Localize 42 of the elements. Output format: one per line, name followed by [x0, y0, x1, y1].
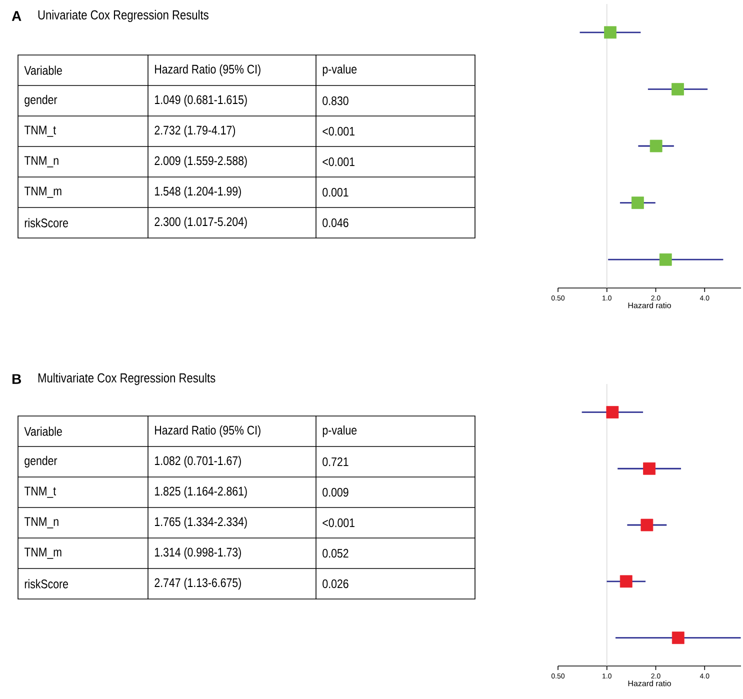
text: 0.721	[322, 457, 348, 466]
text: TNM_m	[24, 548, 62, 559]
text: <0.001	[322, 518, 354, 528]
text: 1.049 (0.681-1.615)	[155, 94, 247, 107]
text: p-value	[322, 64, 357, 76]
x-axis-title: Hazard ratio	[628, 680, 671, 686]
text: Hazard Ratio (95% CI)	[155, 425, 260, 438]
text: Hazard Ratio (95% CI)	[155, 64, 260, 76]
x-axis-title: Hazard ratio	[628, 302, 671, 308]
text: <0.001	[322, 126, 354, 136]
text: 2.732 (1.79-4.17)	[154, 125, 236, 138]
text: <0.001	[322, 157, 354, 166]
text: TNM_t	[24, 126, 56, 137]
text: 0.009	[322, 488, 348, 497]
text: gender	[24, 456, 58, 468]
text: gender	[24, 94, 58, 107]
text: 2.747 (1.13-6.675)	[154, 578, 241, 590]
text: 2.009 (1.559-2.588)	[154, 156, 247, 168]
text: 1.548 (1.204-1.99)	[155, 186, 241, 198]
text: 1.825 (1.164-2.861)	[155, 486, 247, 498]
text: 1.082 (0.701-1.67)	[155, 456, 241, 468]
text: B	[12, 374, 22, 384]
text: Univariate Cox Regression Results	[38, 10, 208, 22]
text: 1.765 (1.334-2.334)	[155, 516, 247, 529]
text: A	[12, 11, 22, 21]
text: riskScore	[24, 579, 68, 588]
text: TNM_m	[24, 186, 62, 198]
text: TNM_n	[24, 156, 58, 168]
text: Variable	[24, 66, 62, 75]
text: 0.830	[322, 96, 348, 106]
text: TNM_n	[24, 517, 58, 528]
text: 2.300 (1.017-5.204)	[154, 216, 247, 229]
text: riskScore	[24, 218, 68, 228]
text: p-value	[322, 425, 357, 438]
text: 0.052	[322, 548, 348, 558]
text: 0.001	[322, 188, 348, 197]
text: TNM_t	[24, 486, 56, 498]
text: 0.046	[322, 218, 348, 228]
text: 0.026	[322, 579, 348, 588]
text: 1.314 (0.998-1.73)	[155, 547, 241, 560]
text: Variable	[24, 426, 62, 436]
text: Multivariate Cox Regression Results	[38, 372, 216, 386]
